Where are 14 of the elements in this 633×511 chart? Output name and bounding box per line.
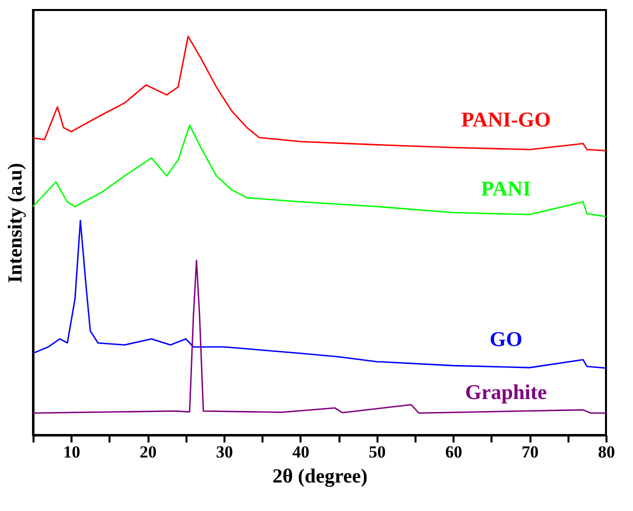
series-label: Graphite [465,380,547,404]
x-tick-label: 80 [598,442,615,462]
x-tick-label: 40 [292,442,310,462]
x-tick-label: 20 [140,442,157,462]
series-label: PANI-GO [461,108,551,132]
series-label: GO [490,327,522,352]
x-tick-label: 70 [522,442,539,462]
x-tick-label: 50 [368,442,386,462]
x-tick-label: 30 [216,442,233,462]
x-tick-label: 10 [63,442,80,462]
x-axis-title: 2θ (degree) [272,466,368,488]
series-label: PANI [481,176,531,201]
x-tick-label: 60 [445,442,462,462]
y-axis-title: Intensity (a.u) [4,162,26,284]
